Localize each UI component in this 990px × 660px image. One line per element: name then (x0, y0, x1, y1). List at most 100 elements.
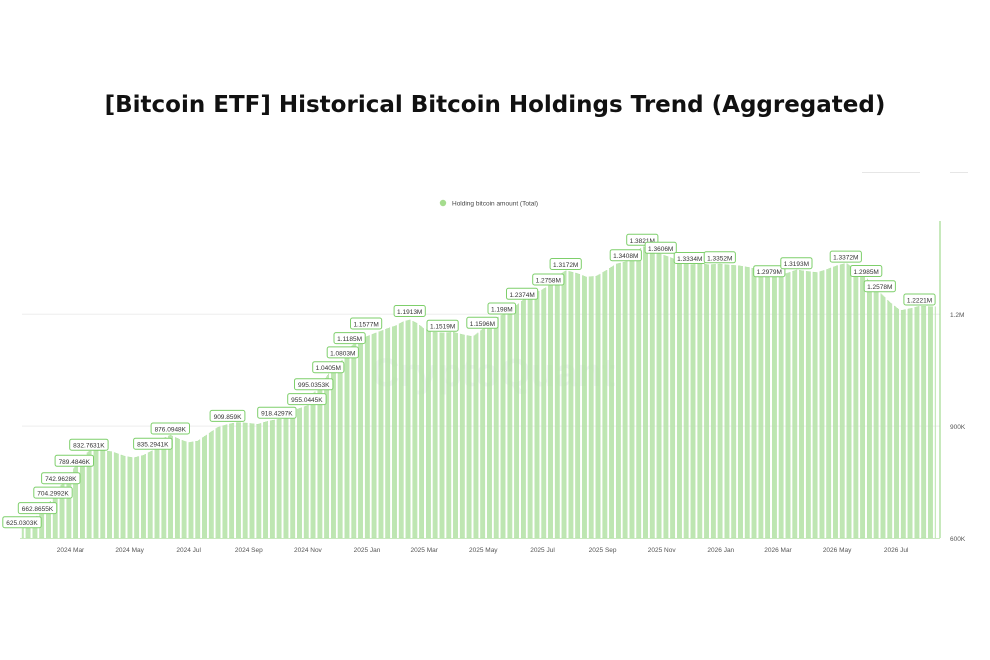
bar (440, 332, 442, 539)
bar (793, 270, 795, 539)
bar (907, 308, 909, 539)
bar (469, 335, 471, 539)
value-label-text: 1.3408M (613, 253, 638, 260)
bar (205, 434, 207, 539)
bar (692, 264, 694, 539)
bar (772, 276, 774, 539)
bar (924, 306, 926, 539)
bar (623, 261, 625, 539)
value-label-text: 955.0445K (291, 397, 323, 404)
value-label-text: 1.2578M (867, 284, 892, 291)
bar (260, 423, 262, 539)
bar (165, 437, 167, 539)
bar (577, 273, 579, 539)
value-label-text: 1.3372M (833, 255, 858, 262)
bar (640, 248, 642, 539)
bar (610, 267, 612, 539)
bar (672, 258, 674, 539)
bar (226, 424, 228, 539)
bar (488, 323, 489, 539)
bar (806, 271, 808, 539)
value-label-text: 1.3193M (784, 261, 809, 268)
value-label-box (532, 273, 565, 286)
x-tick-label: 2024 Jul (176, 547, 201, 554)
bar (609, 268, 611, 539)
bar (178, 439, 180, 539)
bar (162, 439, 164, 539)
bar (398, 323, 400, 539)
bar (230, 423, 232, 539)
bar (489, 322, 490, 539)
bar (531, 293, 533, 539)
x-tick-label: 2026 Jan (707, 547, 734, 554)
bar (527, 296, 529, 539)
bar (394, 325, 395, 539)
bar (435, 332, 437, 539)
bar (374, 333, 376, 539)
bar (361, 338, 362, 539)
bar (494, 318, 496, 539)
value-label-box (506, 287, 539, 300)
bar (48, 501, 50, 539)
bar (821, 270, 823, 539)
bar (337, 364, 339, 539)
bar (898, 308, 899, 539)
bar (156, 445, 158, 539)
bar (545, 287, 547, 539)
bar (700, 263, 702, 539)
bar (775, 276, 777, 539)
bar (548, 285, 550, 539)
value-label: 1.2758M (532, 273, 565, 286)
bar (843, 263, 845, 539)
bar (522, 299, 524, 539)
bar (611, 266, 613, 539)
bar (94, 450, 96, 539)
bar (543, 288, 545, 539)
bar (205, 435, 206, 539)
bar (306, 405, 308, 539)
bar (766, 275, 768, 539)
bar (624, 261, 626, 539)
bar-series (21, 246, 936, 539)
bar (215, 428, 217, 539)
bar (699, 263, 701, 539)
bar (518, 303, 519, 539)
bar (630, 257, 632, 539)
value-label: 1.1913M (393, 305, 426, 317)
bar (650, 249, 652, 539)
value-label-text: 1.0405M (316, 365, 341, 372)
bar (900, 310, 902, 539)
bar (617, 263, 619, 539)
bar (184, 441, 186, 539)
legend[interactable]: Holding bitcoin amount (Total) (439, 199, 538, 208)
bar (195, 441, 197, 539)
bar (129, 456, 131, 539)
value-label-text: 1.1185M (337, 336, 362, 343)
bar (375, 332, 377, 539)
bar (598, 274, 600, 539)
bar (691, 264, 693, 539)
bar (599, 273, 601, 539)
value-label-box (350, 317, 383, 330)
bar (406, 320, 408, 539)
bar (210, 431, 212, 539)
bar (172, 435, 173, 539)
bar (400, 322, 402, 539)
bar (719, 263, 721, 539)
bar (456, 332, 457, 539)
bar (147, 452, 149, 539)
bar (439, 332, 441, 539)
bar (500, 315, 502, 539)
bar (653, 250, 655, 539)
bar (231, 423, 233, 539)
bar (351, 345, 353, 539)
bar (347, 350, 349, 539)
bar (683, 262, 685, 539)
bar (304, 406, 306, 539)
bar (470, 336, 472, 539)
bar (697, 263, 699, 539)
value-label-box (294, 378, 334, 391)
bar (224, 424, 226, 539)
bar (803, 270, 804, 539)
bar (164, 437, 166, 539)
